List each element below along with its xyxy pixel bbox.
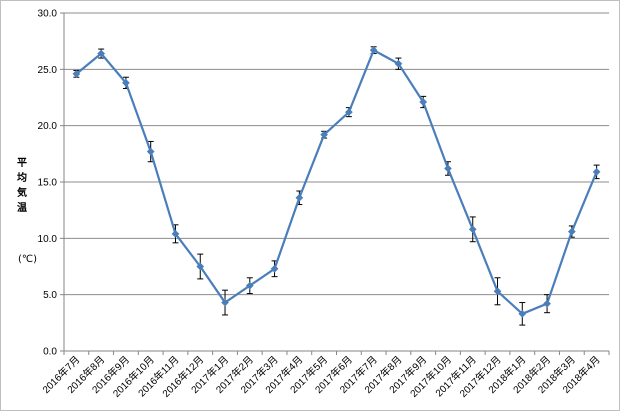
data-point (369, 46, 378, 55)
data-point (344, 108, 353, 117)
error-bars (73, 46, 600, 326)
y-label-char: 温 (17, 201, 27, 214)
data-markers (72, 46, 601, 318)
data-point (270, 264, 279, 273)
y-tick-label: 15.0 (38, 178, 58, 189)
data-point (567, 227, 576, 236)
data-point (394, 59, 403, 68)
data-point (468, 225, 477, 234)
y-label-char: 平 (17, 157, 27, 169)
data-point (196, 262, 205, 271)
y-label-char: 気 (16, 186, 27, 199)
series-line (75, 48, 598, 316)
x-axis (60, 12, 610, 355)
data-point (245, 281, 254, 290)
y-axis-unit: (℃) (18, 254, 37, 265)
data-point (493, 287, 502, 296)
y-tick-labels: 0.0 5.0 10.0 15.0 20.0 25.0 30.0 (38, 9, 58, 358)
gridlines (64, 12, 609, 296)
y-tick-label: 30.0 (38, 9, 58, 20)
data-point (146, 147, 155, 156)
x-tick-labels: 2016年7月2016年8月2016年9月2016年10月2016年11月201… (40, 353, 603, 400)
y-tick-label: 25.0 (38, 65, 58, 76)
data-point (295, 193, 304, 202)
data-point (320, 130, 329, 139)
data-point (171, 229, 180, 238)
data-point (543, 299, 552, 308)
data-point (221, 298, 229, 307)
data-point (419, 98, 428, 106)
y-label-char: 均 (17, 171, 27, 184)
data-point (518, 309, 527, 318)
data-point (592, 167, 601, 176)
y-tick-label: 0.0 (43, 347, 57, 358)
data-point (444, 164, 452, 173)
y-tick-label: 10.0 (38, 234, 58, 245)
y-tick-label: 5.0 (43, 290, 57, 301)
data-point (97, 49, 106, 58)
y-tick-label: 20.0 (38, 121, 58, 132)
data-point (121, 78, 130, 87)
data-point (72, 69, 81, 78)
